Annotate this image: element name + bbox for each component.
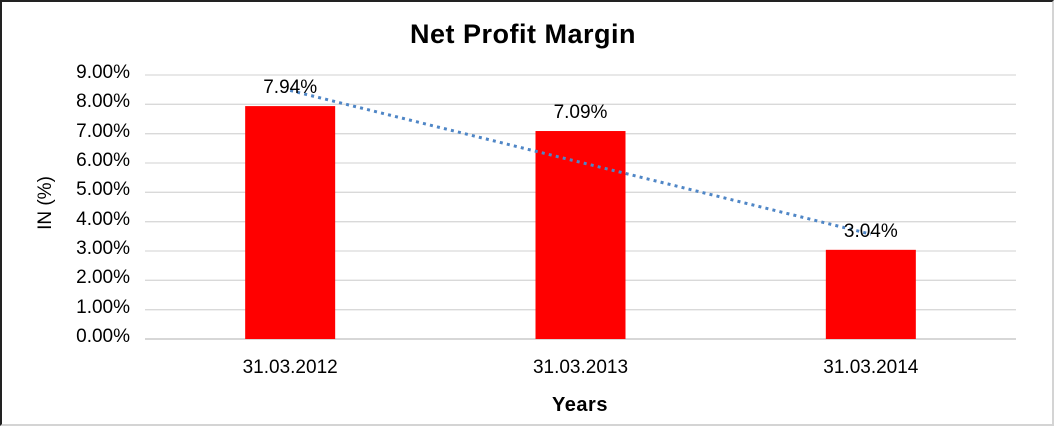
value-label: 7.94%	[263, 77, 318, 99]
value-label: 7.09%	[553, 102, 608, 124]
y-tick-label: 6.00%	[76, 150, 130, 171]
y-tick-label: 3.00%	[76, 238, 130, 259]
y-tick-label: 1.00%	[76, 296, 130, 318]
y-tick-label: 5.00%	[76, 179, 130, 201]
bar	[535, 131, 626, 339]
x-category-label: 31.03.2012	[242, 357, 338, 378]
y-tick-label: 9.00%	[76, 62, 130, 83]
y-tick-label: 0.00%	[76, 326, 130, 347]
bar	[245, 106, 336, 340]
trendline	[289, 88, 872, 236]
y-tick-label: 4.00%	[76, 208, 130, 230]
bar	[825, 249, 916, 339]
x-axis-label: Years	[552, 394, 608, 416]
chart-title: Net Profit Margin	[409, 19, 636, 49]
value-label: 3.04%	[843, 220, 898, 242]
y-tick-label: 8.00%	[76, 91, 130, 113]
x-category-label: 31.03.2014	[823, 357, 919, 378]
y-tick-label: 2.00%	[76, 267, 130, 289]
x-category-label: 31.03.2013	[532, 357, 629, 378]
y-tick-label: 7.00%	[76, 120, 130, 142]
